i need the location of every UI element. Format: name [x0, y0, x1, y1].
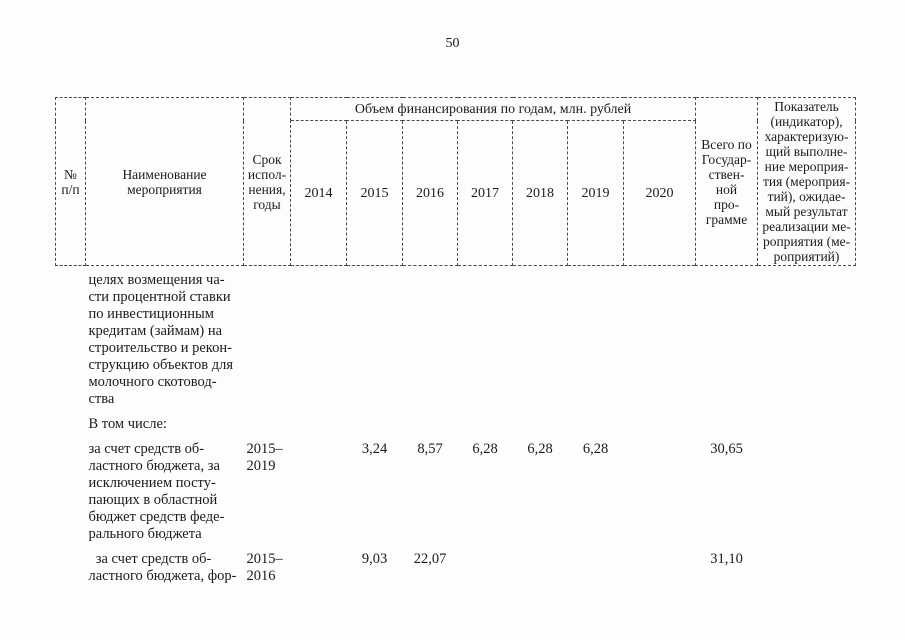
header-indicator: Показатель (индикатор), характеризую- щи… — [757, 97, 857, 266]
cell-total — [696, 266, 758, 410]
table-row: В том числе: — [56, 409, 856, 434]
cell-total — [696, 409, 758, 434]
cell-2015: 9,03 — [361, 551, 388, 567]
cell-2020 — [624, 434, 696, 544]
header-year-2015: 2015 — [346, 120, 403, 266]
cell-indicator — [758, 434, 856, 544]
table-body: целях возмещения ча- сти процентной став… — [56, 266, 856, 587]
header-year-2019: 2019 — [567, 120, 624, 266]
cell-2019 — [568, 409, 624, 434]
cell-2017 — [458, 544, 513, 586]
header-activity-name: Наименование мероприятия — [85, 97, 244, 266]
table-row: за счет средств об- ластного бюджета, за… — [56, 434, 856, 544]
cell-2019: 6,28 — [582, 441, 609, 457]
page-number: 50 — [445, 36, 460, 51]
header-total: Всего по Государ- ствен- ной про- грамме — [695, 97, 759, 266]
header-year-2016: 2016 — [402, 120, 458, 266]
cell-2019 — [568, 266, 624, 410]
cell-period: 2015– 2016 — [246, 551, 283, 584]
cell-2018 — [513, 409, 568, 434]
financing-table: № п/п Наименование мероприятия Срок испо… — [55, 97, 857, 587]
cell-2017 — [458, 409, 513, 434]
header-year-2014: 2014 — [290, 120, 347, 266]
cell-num — [56, 409, 86, 434]
cell-2014 — [291, 434, 347, 544]
cell-indicator — [758, 544, 856, 586]
cell-2014 — [291, 266, 347, 410]
cell-total: 30,65 — [710, 441, 743, 457]
cell-2015: 3,24 — [361, 441, 388, 457]
cell-num — [56, 266, 86, 410]
header-year-2020: 2020 — [622, 120, 697, 266]
table-header: № п/п Наименование мероприятия Срок испо… — [55, 97, 857, 266]
cell-2016 — [403, 266, 458, 410]
cell-num — [56, 544, 86, 586]
cell-indicator — [758, 266, 856, 410]
header-num: № п/п — [55, 97, 86, 266]
cell-period — [244, 409, 291, 434]
cell-2020 — [624, 409, 696, 434]
cell-2018 — [513, 266, 568, 410]
cell-period — [244, 266, 291, 410]
cell-total: 31,10 — [710, 551, 743, 567]
cell-2018: 6,28 — [527, 441, 553, 457]
cell-2014 — [291, 409, 347, 434]
cell-2014 — [291, 544, 347, 586]
cell-2019 — [568, 544, 624, 586]
table-row: целях возмещения ча- сти процентной став… — [56, 266, 856, 410]
cell-activity-name: целях возмещения ча- сти процентной став… — [88, 272, 233, 407]
cell-2017 — [458, 266, 513, 410]
cell-num — [56, 434, 86, 544]
cell-2020 — [624, 266, 696, 410]
cell-activity-name: за счет средств об- ластного бюджета, за… — [88, 441, 225, 542]
header-year-2017: 2017 — [457, 120, 513, 266]
table-row: за счет средств об- ластного бюджета, фо… — [56, 544, 856, 586]
cell-activity-name: за счет средств об- ластного бюджета, фо… — [88, 551, 237, 584]
cell-period: 2015– 2019 — [246, 441, 283, 474]
cell-2015 — [347, 266, 403, 410]
cell-2017: 6,28 — [472, 441, 498, 457]
cell-indicator — [758, 409, 856, 434]
cell-2016 — [403, 409, 458, 434]
cell-activity-name: В том числе: — [88, 416, 167, 432]
header-year-2018: 2018 — [512, 120, 568, 266]
header-period: Срок испол- нения, годы — [243, 97, 291, 266]
cell-2020 — [624, 544, 696, 586]
cell-2016: 22,07 — [413, 551, 447, 567]
cell-2016: 8,57 — [417, 441, 443, 457]
cell-2018 — [513, 544, 568, 586]
cell-2015 — [347, 409, 403, 434]
header-financing-span: Объем финансирования по годам, млн. рубл… — [289, 97, 697, 121]
